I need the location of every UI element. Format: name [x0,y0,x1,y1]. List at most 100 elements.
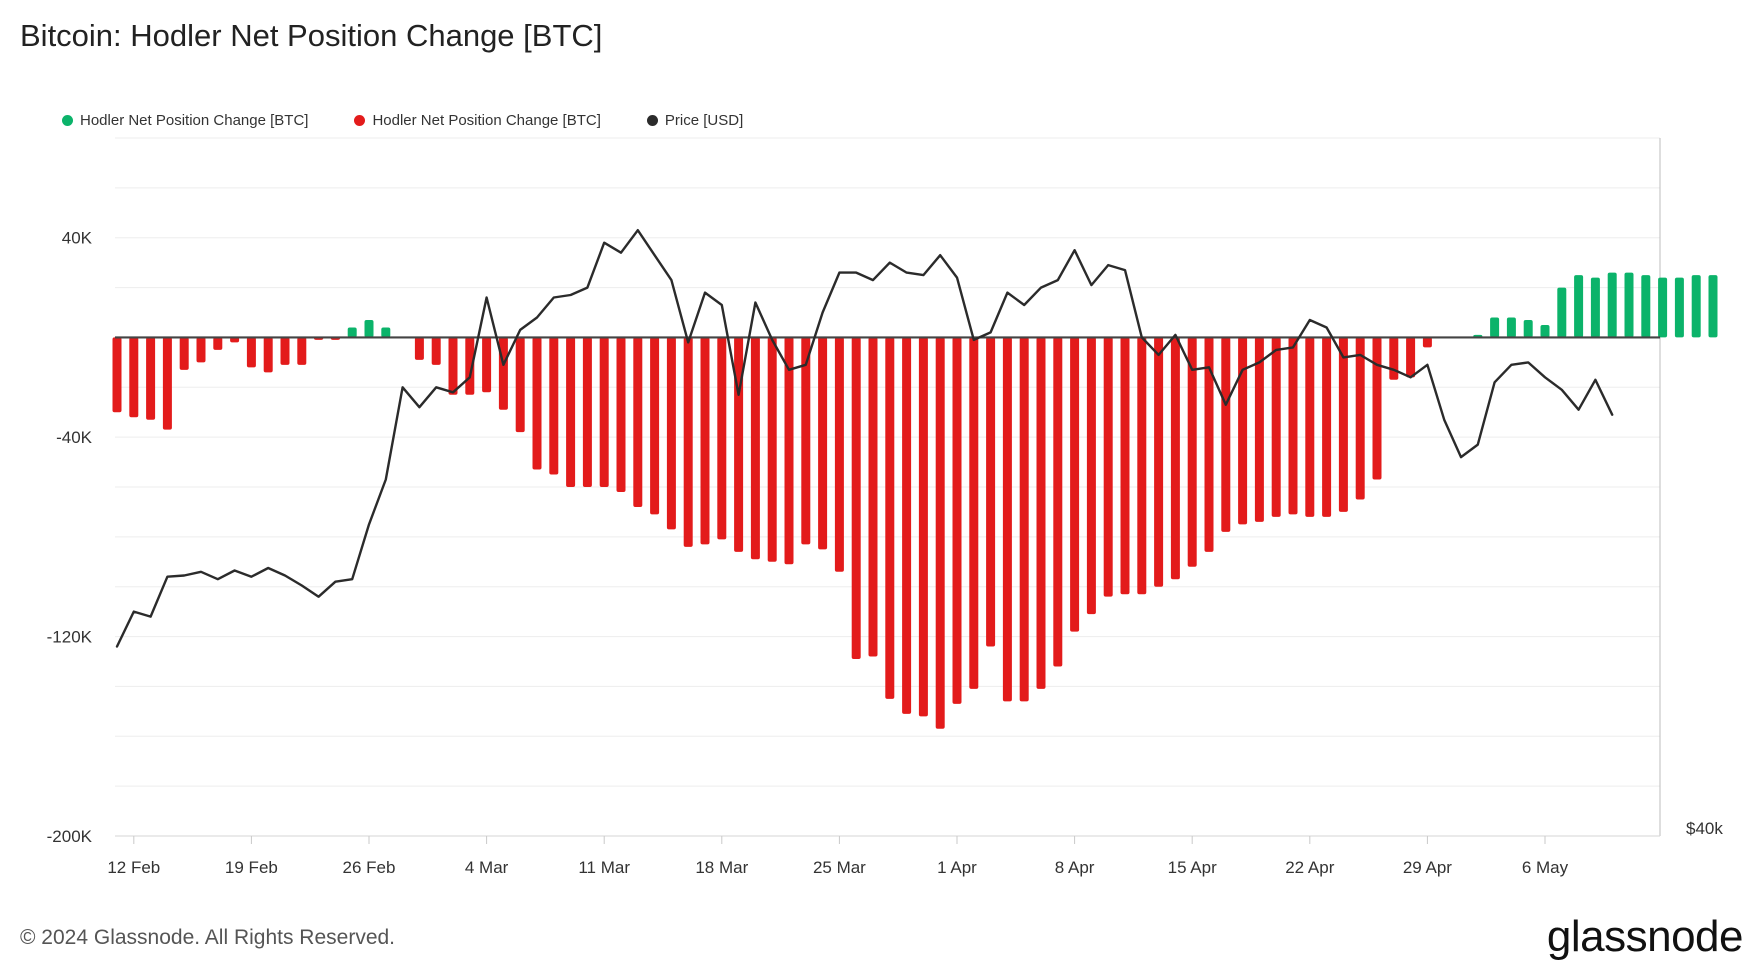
bar [1305,337,1315,517]
bar [1523,319,1533,338]
bar [717,337,727,540]
y-tick-label: -120K [47,628,93,647]
bar [969,337,979,689]
bar [818,337,828,550]
bar [650,337,660,515]
price-line [115,228,1614,648]
bar [1338,337,1348,512]
x-tick-label: 8 Apr [1055,858,1095,877]
bar [566,337,576,487]
bar [700,337,710,545]
bar [1288,337,1298,515]
bar [1389,337,1399,380]
bar [1607,272,1617,338]
bar [834,337,844,572]
glassnode-logo: glassnode [1546,912,1744,961]
bar [431,337,441,365]
legend-dot-green [62,115,73,126]
bar [666,337,676,530]
bar [734,337,744,552]
bar [1154,337,1164,587]
bar [1070,337,1080,632]
x-tick-label: 12 Feb [107,858,160,877]
y-tick-label: 40K [62,229,93,248]
bar [1187,337,1197,567]
bar [935,337,945,729]
legend-dot-black [646,115,658,126]
bar [1019,337,1029,702]
legend-item-price[interactable]: Price [USD] [646,112,743,129]
y-tick-label: -200K [47,827,93,846]
bar [1036,337,1046,689]
bar [1641,275,1651,338]
x-tick-label: 1 Apr [937,858,977,877]
bar [633,337,643,507]
bar [616,337,626,492]
bar [1540,324,1550,338]
bar [297,337,307,365]
legend: Hodler Net Position Change [BTC] Hodler … [62,112,743,129]
bar [767,337,777,562]
legend-dot-red [354,115,366,126]
legend-label: Hodler Net Position Change [BTC] [80,112,309,129]
bar [1053,337,1063,667]
bar [549,337,559,475]
bar [146,337,156,420]
bar [1506,317,1516,338]
bar [414,337,424,360]
bar [1103,337,1113,597]
bar [482,337,492,393]
bar [515,337,525,433]
right-axis-label: $40k [1686,819,1723,838]
bar [213,337,223,350]
x-tick-label: 29 Apr [1403,858,1452,877]
bar [1406,337,1416,378]
bar [1271,337,1281,517]
x-tick-label: 15 Apr [1168,858,1217,877]
bar [196,337,206,363]
x-tick-label: 25 Mar [813,858,866,877]
bar [784,337,794,565]
chart-title: Bitcoin: Hodler Net Position Change [BTC… [20,18,603,53]
bar [1490,317,1500,338]
bar [263,337,273,373]
bar [885,337,895,699]
bar [162,337,172,430]
bar [1590,277,1600,338]
bar [868,337,878,657]
copyright-footer: © 2024 Glassnode. All Rights Reserved. [20,926,396,949]
bar [1002,337,1012,702]
legend-label: Hodler Net Position Change [BTC] [372,112,601,129]
bar [1221,337,1231,532]
bar [532,337,542,470]
x-tick-label: 22 Apr [1285,858,1334,877]
bar [129,337,139,418]
legend-item-positive[interactable]: Hodler Net Position Change [BTC] [62,112,308,129]
bar [1204,337,1214,552]
bar [582,337,592,487]
bar [918,337,928,717]
bar [599,337,609,487]
bar [1624,272,1634,338]
bar [1557,287,1567,338]
bar [1355,337,1365,500]
bar [1708,275,1718,338]
bar [1372,337,1382,480]
bar [280,337,290,365]
y-tick-label: -40K [56,428,93,447]
bar [1170,337,1180,580]
x-tick-label: 6 May [1522,858,1569,877]
bar [1691,275,1701,338]
x-tick-label: 11 Mar [578,858,630,877]
bar [1120,337,1130,595]
bar [381,327,391,338]
bar [683,337,693,547]
bar [112,337,122,413]
bar [902,337,912,714]
bar [1674,277,1684,338]
x-tick-label: 4 Mar [465,858,509,877]
x-tick-label: 19 Feb [225,858,278,877]
legend-item-negative[interactable]: Hodler Net Position Change [BTC] [354,112,601,129]
bar [986,337,996,647]
